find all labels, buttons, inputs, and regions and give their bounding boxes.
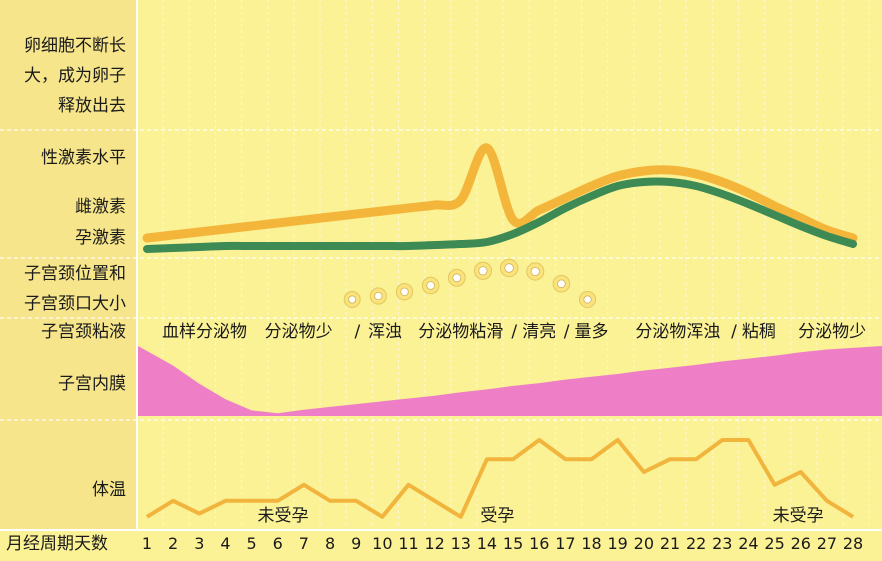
cervix-dot-center — [504, 263, 514, 273]
day-tick-label: 19 — [607, 534, 628, 553]
day-tick-label: 2 — [168, 534, 179, 553]
day-tick-label: 16 — [529, 534, 550, 553]
day-tick-label: 4 — [220, 534, 231, 553]
day-tick-label: 5 — [246, 534, 257, 553]
temperature-note: 受孕 — [480, 506, 515, 526]
day-tick-label: 23 — [712, 534, 733, 553]
egg-label-1: 卵细胞不断长 — [24, 36, 126, 56]
day-tick-label: 27 — [816, 534, 838, 553]
cervix-dot-center — [583, 295, 592, 304]
egg-label-3: 释放出去 — [58, 96, 126, 116]
day-tick-label: 7 — [298, 534, 309, 553]
mucus-phase-text: / — [731, 322, 737, 342]
cervix-dot-center — [530, 266, 540, 277]
progesterone-label: 孕激素 — [75, 228, 126, 248]
hormone-level-label: 性激素水平 — [41, 148, 126, 168]
label-column — [0, 0, 138, 530]
day-tick-label: 24 — [738, 534, 759, 553]
day-tick-label: 18 — [581, 534, 602, 553]
day-tick-label: 12 — [424, 534, 445, 553]
day-tick-label: 9 — [351, 534, 362, 553]
cervix-label-2: 子宫颈口大小 — [24, 294, 126, 314]
day-tick-label: 22 — [685, 534, 707, 553]
cervix-dot-center — [557, 279, 566, 289]
day-tick-label: 11 — [398, 534, 419, 553]
day-tick-label: 14 — [476, 534, 498, 553]
day-tick-label: 10 — [372, 534, 393, 553]
cervix-dot-center — [426, 281, 435, 290]
day-tick-label: 13 — [450, 534, 471, 553]
day-tick-label: 8 — [324, 534, 336, 553]
day-axis-label: 月经周期天数 — [6, 534, 108, 554]
mucus-phase-text: 分泌物少 — [264, 322, 333, 342]
mucus-phase-text: 分泌物粘滑 — [418, 322, 504, 342]
estrogen-line — [142, 143, 858, 243]
mucus-phase-text: 清亮 — [522, 322, 557, 342]
grid-lines — [136, 0, 870, 530]
day-tick-label: 3 — [194, 534, 205, 553]
temperature-label: 体温 — [92, 480, 126, 500]
day-tick-label: 21 — [659, 534, 681, 553]
cervix-label-1: 子宫颈位置和 — [24, 264, 126, 284]
day-tick-label: 1 — [141, 534, 153, 553]
cervix-dots — [343, 258, 597, 309]
estrogen-label: 雌激素 — [75, 197, 126, 217]
cervix-dot-center — [478, 266, 488, 276]
panel-dividers — [0, 129, 882, 421]
day-tick-label: 17 — [555, 534, 576, 553]
temperature-note: 未受孕 — [257, 506, 309, 526]
cervix-dot-center — [374, 291, 383, 301]
egg-label-2: 大，成为卵子 — [24, 66, 126, 86]
temperature-line — [145, 438, 855, 519]
cervix-dot-center — [400, 287, 409, 296]
mucus-phase-text: 粘稠 — [741, 322, 776, 342]
mucus-phase-text: 分泌物少 — [798, 322, 867, 342]
endometrium-label: 子宫内膜 — [58, 374, 126, 394]
day-tick-label: 25 — [764, 534, 785, 553]
cervix-dot-center — [348, 295, 357, 304]
mucus-phase-text: / — [563, 322, 570, 342]
progesterone-line — [143, 177, 858, 253]
mucus-phase-text: / — [511, 322, 518, 342]
day-tick-label: 6 — [272, 534, 283, 553]
day-tick-label: 20 — [633, 534, 655, 553]
mucus-phase-text: 量多 — [574, 322, 609, 342]
mucus-phase-text: 浑浊 — [367, 322, 402, 342]
cervix-dot-center — [452, 273, 462, 283]
day-tick-label: 26 — [790, 534, 811, 553]
temperature-note: 未受孕 — [772, 506, 824, 526]
mucus-phase-text: 血样分泌物 — [162, 322, 248, 342]
day-tick-label: 15 — [502, 534, 524, 553]
endometrium-area — [138, 346, 882, 416]
mucus-phase-text: 分泌物浑浊 — [635, 322, 721, 342]
mucus-phase-text: / — [354, 322, 361, 342]
cervical-mucus-label: 子宫颈粘液 — [41, 322, 126, 342]
day-tick-label: 28 — [842, 534, 864, 553]
